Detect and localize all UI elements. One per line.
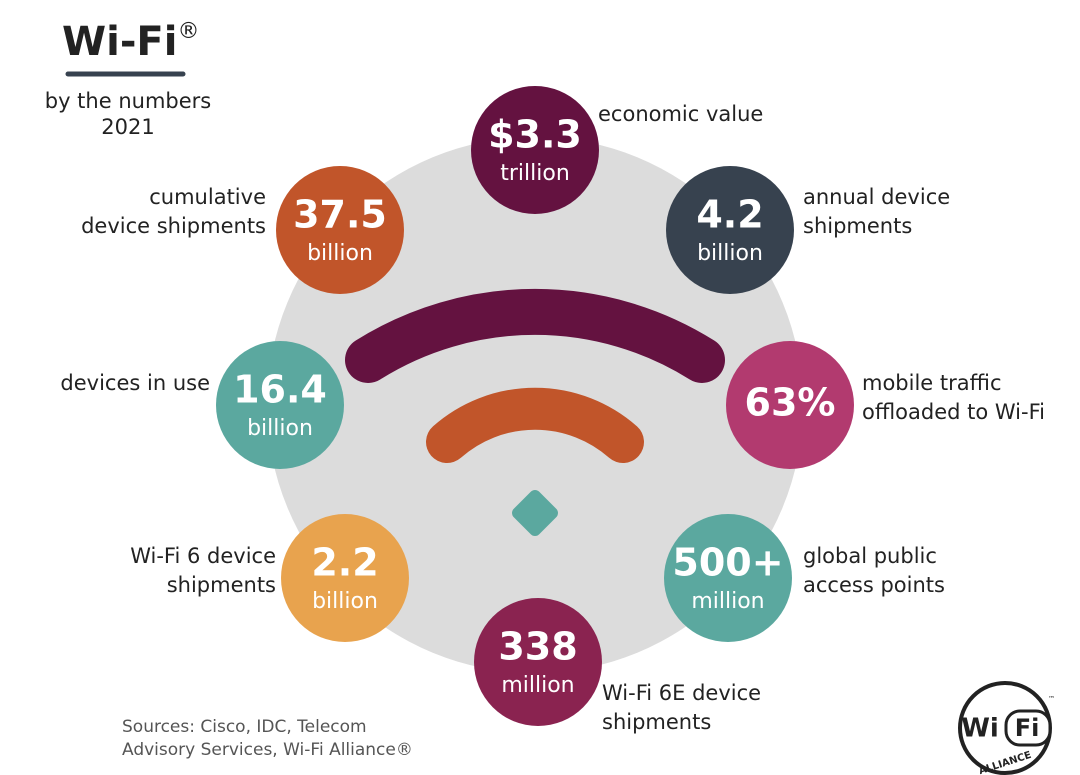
stat-label: mobile traffic bbox=[862, 371, 1001, 395]
stat-label: economic value bbox=[598, 102, 763, 126]
stat-label: shipments bbox=[602, 710, 711, 734]
stat-value: 37.5 bbox=[293, 193, 387, 237]
stat-value: 338 bbox=[498, 625, 577, 669]
stat-unit: trillion bbox=[500, 161, 570, 186]
stat-circle bbox=[474, 598, 602, 726]
wifi-dot bbox=[512, 490, 558, 536]
stat-unit: billion bbox=[312, 589, 378, 614]
stat-value: 500+ bbox=[672, 541, 783, 585]
sources-line: Advisory Services, Wi-Fi Alliance® bbox=[122, 740, 413, 760]
stat-label: Wi-Fi 6E device bbox=[602, 681, 761, 705]
stat-circle bbox=[216, 341, 344, 469]
logo: Wi Fi ALLIANCE ™ bbox=[958, 681, 1055, 775]
wifi-arc-small bbox=[426, 387, 644, 463]
stat-label: Wi-Fi 6 device bbox=[130, 544, 276, 568]
stat-unit: billion bbox=[247, 416, 313, 441]
stat-unit: million bbox=[691, 589, 764, 614]
stat-circle bbox=[471, 86, 599, 214]
title: Wi-Fi® bbox=[62, 19, 199, 65]
subtitle: by the numbers bbox=[45, 89, 211, 113]
stat-label: shipments bbox=[167, 573, 276, 597]
stat-label: access points bbox=[803, 573, 945, 597]
stat-value: 2.2 bbox=[311, 541, 378, 585]
wifi-arc-large bbox=[345, 288, 725, 383]
stat-circle bbox=[281, 514, 409, 642]
stat-unit: billion bbox=[307, 241, 373, 266]
stat-label: cumulative bbox=[149, 185, 266, 209]
year: 2021 bbox=[101, 115, 154, 139]
stat-unit: million bbox=[501, 673, 574, 698]
logo-tm: ™ bbox=[1048, 695, 1055, 703]
stat-value: $3.3 bbox=[488, 113, 582, 157]
stat-label: devices in use bbox=[60, 371, 210, 395]
stat-value: 4.2 bbox=[696, 193, 763, 237]
stat-label: annual device bbox=[803, 185, 950, 209]
logo-fi: Fi bbox=[1015, 714, 1040, 742]
stat-label: offloaded to Wi-Fi bbox=[862, 400, 1045, 424]
sources-line: Sources: Cisco, IDC, Telecom bbox=[122, 717, 367, 737]
title-mark: ® bbox=[177, 19, 199, 44]
title-text: Wi-Fi bbox=[62, 19, 177, 65]
logo-wi: Wi bbox=[961, 714, 999, 744]
stat-circle bbox=[726, 341, 854, 469]
stat-label: shipments bbox=[803, 214, 912, 238]
stat-circle bbox=[666, 166, 794, 294]
logo-pill bbox=[1004, 709, 1052, 747]
stat-value: 16.4 bbox=[233, 368, 327, 412]
stat-circle bbox=[664, 514, 792, 642]
stat-label: global public bbox=[803, 544, 937, 568]
stat-unit: billion bbox=[697, 241, 763, 266]
stat-value: 63% bbox=[745, 381, 836, 425]
stat-circle bbox=[276, 166, 404, 294]
stat-label: device shipments bbox=[81, 214, 266, 238]
